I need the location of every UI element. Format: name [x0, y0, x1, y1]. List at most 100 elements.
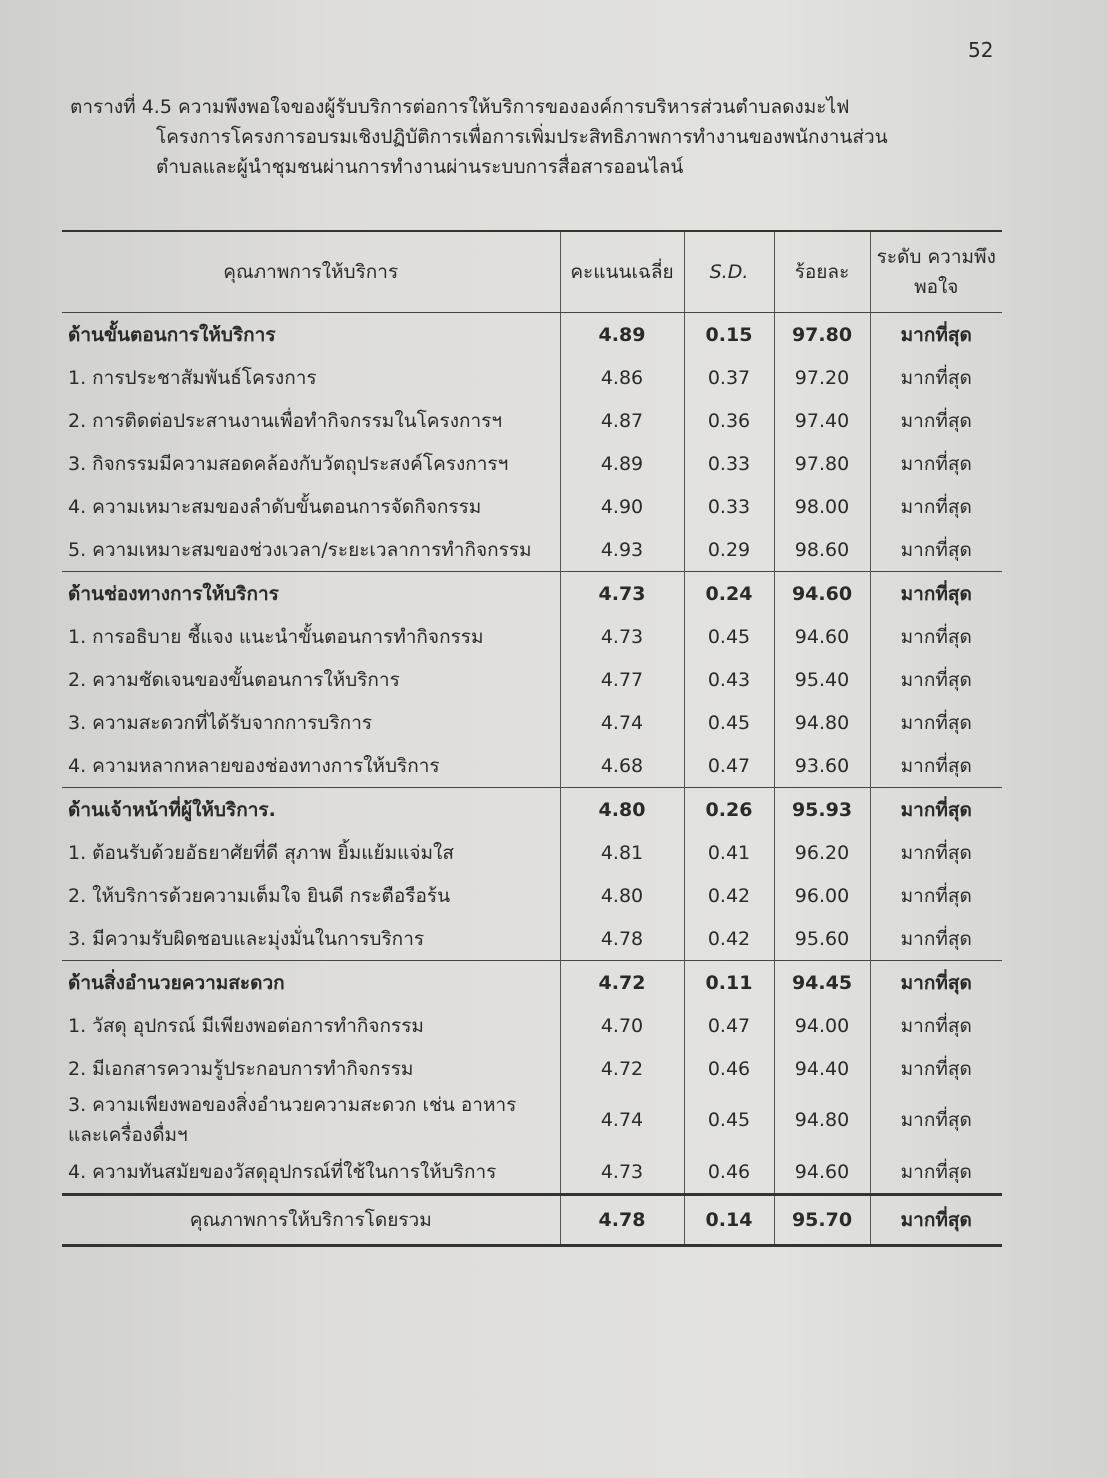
level-cell: มากที่สุด	[869, 1090, 1002, 1150]
percent-cell: 98.60	[773, 528, 870, 572]
level-cell: มากที่สุด	[869, 831, 1002, 874]
sd-cell: 0.45	[683, 1090, 774, 1150]
percent-cell: 94.60	[773, 571, 870, 615]
mean-cell: 4.93	[559, 528, 684, 572]
total-label: คุณภาพการให้บริการโดยรวม	[62, 1193, 560, 1246]
mean-cell: 4.87	[559, 399, 684, 442]
item-label: 3. ความเพียงพอของสิ่งอำนวยความสะดวก เช่น…	[68, 1094, 517, 1146]
percent-cell: 95.40	[773, 658, 870, 701]
table-row: 4. ความเหมาะสมของลำดับขั้นตอนการจัดกิจกร…	[62, 485, 1002, 528]
table-row: 2. ความชัดเจนของขั้นตอนการให้บริการ 4.77 0…	[62, 658, 1002, 701]
mean-cell: 4.73	[559, 615, 684, 658]
table-body: ด้านขั้นตอนการให้บริการ 4.89 0.15 97.80 มากท…	[62, 312, 1002, 1246]
table-row: 5. ความเหมาะสมของช่วงเวลา/ระยะเวลาการทำก…	[62, 528, 1002, 572]
item-label: 3. มีความรับผิดชอบและมุ่งมั่นในการบริการ	[68, 927, 425, 950]
table-row: 1. ต้อนรับด้วยอัธยาศัยที่ดี สุภาพ ยิ้มแย…	[62, 831, 1002, 874]
total-row: คุณภาพการให้บริการโดยรวม 4.78 0.14 95.70 มาก…	[62, 1193, 1002, 1246]
mean-cell: 4.68	[559, 744, 684, 788]
sd-cell: 0.41	[683, 831, 774, 874]
level-cell: มากที่สุด	[869, 615, 1002, 658]
percent-cell: 95.93	[773, 787, 870, 831]
section-row: ด้านขั้นตอนการให้บริการ 4.89 0.15 97.80 มากท…	[62, 312, 1002, 356]
percent-cell: 94.60	[773, 1150, 870, 1195]
sd-cell: 0.47	[683, 1004, 774, 1047]
mean-cell: 4.80	[559, 874, 684, 917]
item-label: 1. การอธิบาย ชี้แจง แนะนำขั้นตอนการทำกิจ…	[68, 625, 484, 648]
section-title: ด้านเจ้าหน้าที่ผู้ให้บริการ.	[62, 787, 560, 831]
mean-cell: 4.73	[559, 1150, 684, 1195]
satisfaction-table: คุณภาพการให้บริการ คะแนนเฉลี่ย S.D. ร้อย…	[62, 230, 1002, 1247]
table-row: 2. การติดต่อประสานงานเพื่อทำกิจกรรมในโคร…	[62, 399, 1002, 442]
item-label: 4. ความเหมาะสมของลำดับขั้นตอนการจัดกิจกร…	[68, 495, 482, 518]
caption-line-2: โครงการโครงการอบรมเชิงปฏิบัติการเพื่อการ…	[156, 126, 888, 148]
level-cell: มากที่สุด	[869, 399, 1002, 442]
mean-cell: 4.72	[559, 960, 684, 1004]
level-cell: มากที่สุด	[869, 1004, 1002, 1047]
header-quality: คุณภาพการให้บริการ	[62, 231, 560, 313]
mean-cell: 4.72	[559, 1047, 684, 1090]
percent-cell: 94.60	[773, 615, 870, 658]
percent-cell: 94.40	[773, 1047, 870, 1090]
sd-cell: 0.29	[683, 528, 774, 572]
percent-cell: 97.40	[773, 399, 870, 442]
percent-cell: 95.60	[773, 917, 870, 961]
item-label: 2. การติดต่อประสานงานเพื่อทำกิจกรรมในโคร…	[68, 409, 503, 432]
level-cell: มากที่สุด	[869, 787, 1002, 831]
level-cell: มากที่สุด	[869, 442, 1002, 485]
section-title: ด้านช่องทางการให้บริการ	[62, 571, 560, 615]
section-row: ด้านเจ้าหน้าที่ผู้ให้บริการ. 4.80 0.26 95.9…	[62, 787, 1002, 831]
sd-cell: 0.15	[683, 312, 774, 356]
table-row: 2. มีเอกสารความรู้ประกอบการทำกิจกรรม 4.72…	[62, 1047, 1002, 1090]
level-cell: มากที่สุด	[869, 744, 1002, 788]
header-sd: S.D.	[683, 231, 774, 313]
header-mean: คะแนนเฉลี่ย	[559, 231, 684, 313]
level-cell: มากที่สุด	[869, 874, 1002, 917]
mean-cell: 4.81	[559, 831, 684, 874]
sd-cell: 0.14	[683, 1193, 774, 1246]
header-level: ระดับ ความพึงพอใจ	[869, 231, 1002, 313]
table-header-row: คุณภาพการให้บริการ คะแนนเฉลี่ย S.D. ร้อย…	[62, 231, 1002, 313]
sd-cell: 0.42	[683, 874, 774, 917]
level-cell: มากที่สุด	[869, 658, 1002, 701]
sd-cell: 0.42	[683, 917, 774, 961]
page-number: 52	[968, 38, 994, 62]
percent-cell: 96.20	[773, 831, 870, 874]
table-row: 2. ให้บริการด้วยความเต็มใจ ยินดี กระตือร…	[62, 874, 1002, 917]
item-label: 4. ความทันสมัยของวัสดุอุปกรณ์ที่ใช้ในการ…	[68, 1160, 497, 1183]
level-cell: มากที่สุด	[869, 960, 1002, 1004]
percent-cell: 94.45	[773, 960, 870, 1004]
sd-cell: 0.11	[683, 960, 774, 1004]
mean-cell: 4.89	[559, 442, 684, 485]
item-label: 1. วัสดุ อุปกรณ์ มีเพียงพอต่อการทำกิจกรร…	[68, 1014, 424, 1037]
table-row: 3. ความเพียงพอของสิ่งอำนวยความสะดวก เช่น…	[62, 1090, 1002, 1150]
item-label: 4. ความหลากหลายของช่องทางการให้บริการ	[68, 754, 440, 777]
item-label: 3. ความสะดวกที่ได้รับจากการบริการ	[68, 711, 373, 734]
mean-cell: 4.80	[559, 787, 684, 831]
table-row: 4. ความหลากหลายของช่องทางการให้บริการ 4.6…	[62, 744, 1002, 788]
mean-cell: 4.77	[559, 658, 684, 701]
mean-cell: 4.86	[559, 356, 684, 399]
mean-cell: 4.78	[559, 1193, 684, 1246]
caption-label: ตารางที่ 4.5	[70, 96, 172, 118]
item-label: 2. ให้บริการด้วยความเต็มใจ ยินดี กระตือร…	[68, 884, 451, 907]
table-row: 1. การอธิบาย ชี้แจง แนะนำขั้นตอนการทำกิจ…	[62, 615, 1002, 658]
item-label: 1. การประชาสัมพันธ์โครงการ	[68, 366, 317, 389]
mean-cell: 4.78	[559, 917, 684, 961]
level-cell: มากที่สุด	[869, 1047, 1002, 1090]
mean-cell: 4.90	[559, 485, 684, 528]
mean-cell: 4.70	[559, 1004, 684, 1047]
percent-cell: 98.00	[773, 485, 870, 528]
table-row: 3. กิจกรรมมีความสอดคล้องกับวัตถุประสงค์โ…	[62, 442, 1002, 485]
table-row: 3. ความสะดวกที่ได้รับจากการบริการ 4.74 0.4…	[62, 701, 1002, 744]
item-label: 1. ต้อนรับด้วยอัธยาศัยที่ดี สุภาพ ยิ้มแย…	[68, 841, 454, 864]
mean-cell: 4.73	[559, 571, 684, 615]
percent-cell: 94.80	[773, 701, 870, 744]
level-cell: มากที่สุด	[869, 701, 1002, 744]
percent-cell: 95.70	[773, 1193, 870, 1246]
table-row: 1. การประชาสัมพันธ์โครงการ 4.86 0.37 97.20 ม…	[62, 356, 1002, 399]
item-label: 3. กิจกรรมมีความสอดคล้องกับวัตถุประสงค์โ…	[68, 452, 509, 475]
sd-cell: 0.43	[683, 658, 774, 701]
mean-cell: 4.74	[559, 701, 684, 744]
percent-cell: 97.80	[773, 442, 870, 485]
